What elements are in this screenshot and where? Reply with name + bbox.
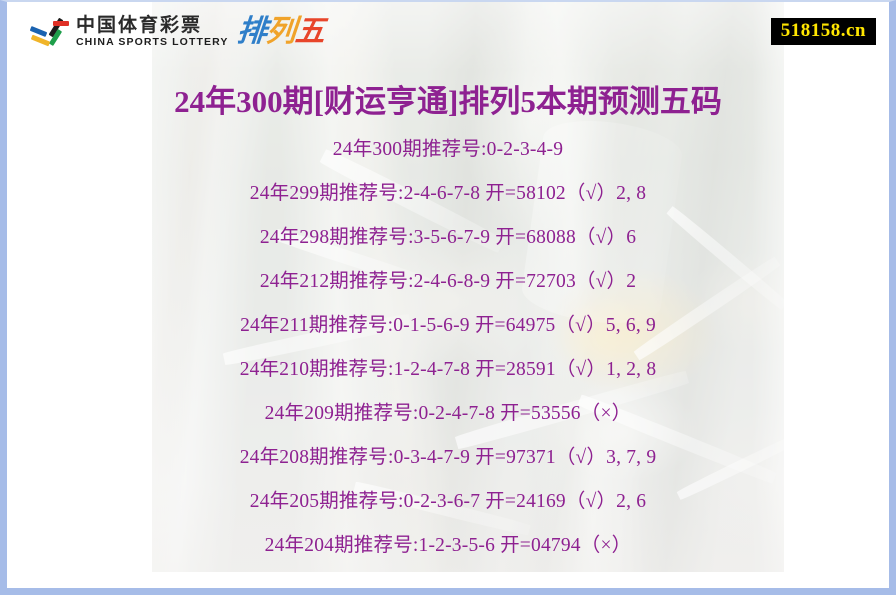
list-item: 24年210期推荐号:1-2-4-7-8 开=28591（√）1, 2, 8 — [239, 359, 657, 380]
site-header: 中国体育彩票 CHINA SPORTS LOTTERY 排列五 — [7, 2, 889, 60]
brand-logo[interactable]: 中国体育彩票 CHINA SPORTS LOTTERY 排列五 — [29, 12, 326, 52]
game-logo-char-2: 列 — [265, 15, 297, 48]
backdrop-white-veil — [152, 2, 784, 572]
list-item: 24年299期推荐号:2-4-6-7-8 开=58102（√）2, 8 — [249, 183, 647, 204]
page-title: 24年300期[财运亨通]排列5本期预测五码 — [174, 83, 722, 119]
brand-name-cn: 中国体育彩票 — [76, 15, 203, 36]
backdrop-warm-glow — [152, 2, 784, 572]
china-sports-lottery-emblem-icon — [29, 15, 69, 49]
brand-text: 中国体育彩票 CHINA SPORTS LOTTERY — [76, 15, 228, 49]
page-content: 中国体育彩票 CHINA SPORTS LOTTERY 排列五 518158.c… — [7, 2, 889, 588]
backdrop-shading — [152, 2, 784, 572]
brand-name-en: CHINA SPORTS LOTTERY — [76, 36, 229, 48]
prediction-list: 24年300期推荐号:0-2-3-4-9 24年299期推荐号:2-4-6-7-… — [7, 128, 889, 568]
list-item: 24年212期推荐号:2-4-6-8-9 开=72703（√）2 — [259, 271, 637, 292]
background-photo — [152, 2, 784, 572]
list-item: 24年209期推荐号:0-2-4-7-8 开=53556（×） — [264, 403, 632, 424]
list-item: 24年204期推荐号:1-2-3-5-6 开=04794（×） — [264, 535, 632, 556]
site-watermark: 518158.cn — [770, 18, 876, 45]
game-logo-pailie5: 排列五 — [236, 15, 326, 49]
game-logo-char-1: 排 — [236, 15, 268, 48]
game-logo-char-3: 五 — [294, 15, 326, 48]
list-item: 24年208期推荐号:0-3-4-7-9 开=97371（√）3, 7, 9 — [239, 447, 657, 468]
list-item: 24年211期推荐号:0-1-5-6-9 开=64975（√）5, 6, 9 — [240, 315, 656, 336]
list-item: 24年300期推荐号:0-2-3-4-9 — [332, 139, 564, 160]
list-item: 24年298期推荐号:3-5-6-7-9 开=68088（√）6 — [259, 227, 637, 248]
list-item: 24年205期推荐号:0-2-3-6-7 开=24169（√）2, 6 — [249, 491, 647, 512]
backdrop-soft-blobs — [152, 2, 784, 572]
